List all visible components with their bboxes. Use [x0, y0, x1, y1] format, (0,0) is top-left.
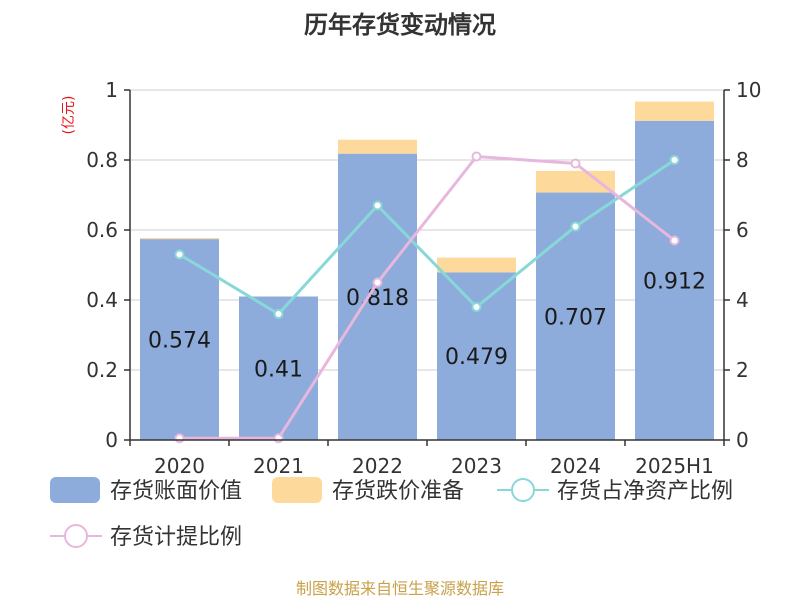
bar-value-label: 0.574: [148, 329, 211, 354]
legend-item: 存货占净资产比例: [497, 478, 733, 504]
legend-marker: [64, 524, 88, 548]
x-tick-label: 2022: [352, 454, 403, 478]
line-point: [273, 309, 284, 319]
left-axis-unit: (亿元): [61, 96, 77, 135]
bar-book-value: [536, 192, 615, 440]
bar-value-label: 0.707: [544, 305, 607, 330]
left-tick-label: 0: [105, 428, 118, 452]
line-point: [372, 200, 383, 211]
chart-title: 历年存货变动情况: [304, 11, 496, 39]
bar-value-label: 0.479: [445, 345, 508, 370]
line-point: [471, 302, 482, 312]
x-tick-label: 2024: [550, 454, 601, 478]
gridlines: [130, 89, 724, 441]
right-tick-label: 6: [736, 218, 749, 242]
line-point: [570, 221, 581, 232]
legend-swatch: [272, 477, 322, 503]
bar-book-value: [140, 239, 219, 440]
bar-impairment-reserve: [635, 101, 714, 121]
bar-labels: 0.574 0.41 0.818 0.479 0.707 0.912: [148, 269, 706, 382]
right-tick-label: 10: [736, 78, 761, 102]
legend-item: 存货跌价准备: [272, 477, 464, 504]
line-point: [273, 433, 284, 444]
legend-label: 存货账面价值: [110, 479, 242, 504]
legend-label: 存货跌价准备: [332, 479, 464, 504]
legend-label: 存货计提比例: [110, 525, 242, 550]
x-tick-label: 2025H1: [635, 454, 714, 478]
bar-book-value: [239, 296, 318, 440]
right-tick-label: 0: [736, 428, 749, 452]
x-tick-label: 2023: [451, 454, 502, 478]
right-tick-label: 2: [736, 358, 749, 382]
line-net-asset-ratio: [178, 158, 676, 316]
source-note: 制图数据来自恒生聚源数据库: [296, 579, 504, 598]
bar-value-label: 0.41: [254, 357, 303, 382]
right-tick-label: 8: [736, 148, 749, 172]
bar-value-label: 0.912: [643, 269, 706, 294]
line-series: [174, 151, 680, 444]
x-tick-label: 2020: [154, 454, 205, 478]
line-point: [174, 249, 185, 260]
line-point: [174, 433, 185, 444]
legend-marker: [511, 478, 535, 502]
bar-book-value: [635, 120, 714, 441]
legend-item: 存货计提比例: [50, 524, 242, 550]
legend-swatch: [50, 477, 100, 503]
legend-label: 存货占净资产比例: [557, 479, 733, 504]
bar-value-label: 0.818: [346, 286, 409, 311]
left-tick-label: 1: [105, 78, 118, 102]
bar-impairment-reserve: [536, 170, 615, 193]
left-tick-label: 0.4: [86, 288, 118, 312]
right-tick-label: 4: [736, 288, 749, 312]
line-provision-ratio: [179, 154, 676, 440]
line-point: [669, 235, 680, 246]
line-point: [570, 158, 581, 169]
bar-impairment-reserve: [140, 238, 219, 240]
bar-impairment-reserve: [437, 257, 516, 273]
legend-item: 存货账面价值: [50, 477, 242, 504]
line-point: [372, 277, 383, 288]
line-point: [471, 151, 482, 162]
left-tick-label: 0.2: [86, 358, 118, 382]
bars: [140, 101, 714, 441]
x-tick-label: 2021: [253, 454, 304, 478]
left-tick-label: 0.8: [86, 148, 118, 172]
bar-impairment-reserve: [338, 139, 417, 154]
line-point: [669, 155, 680, 165]
bar-book-value: [437, 272, 516, 440]
left-tick-label: 0.6: [86, 218, 118, 242]
